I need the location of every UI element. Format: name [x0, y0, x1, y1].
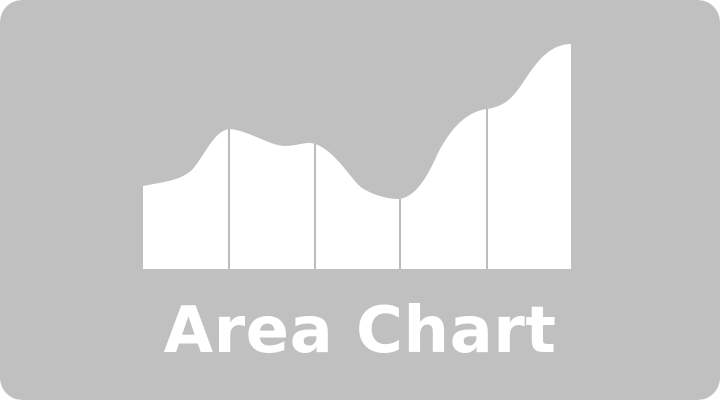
area-shape	[143, 44, 571, 269]
chart-type-title: Area Chart	[163, 294, 557, 368]
